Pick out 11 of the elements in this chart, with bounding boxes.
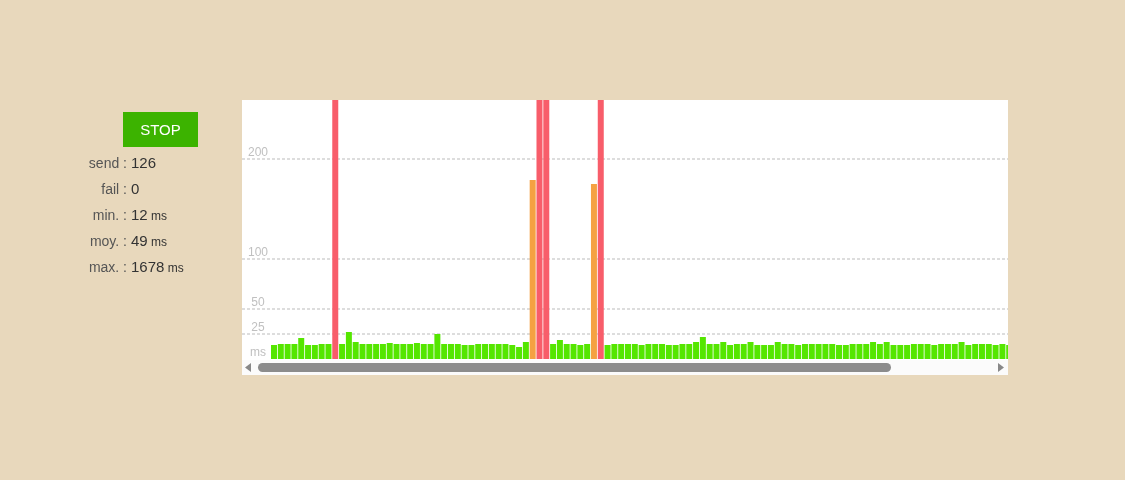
text: send : 126 (88, 154, 157, 171)
button: STOP (123, 112, 198, 147)
text: fail : 0 (101, 180, 140, 197)
text: moy. : 49 ms (89, 232, 168, 249)
y-tick-label: 100 (247, 245, 269, 259)
text: min. : 12 ms (92, 206, 168, 223)
y-tick-label: 200 (247, 145, 269, 159)
text: max. : 1678 ms (88, 258, 184, 275)
y-tick-label: 50 (251, 295, 265, 309)
y-tick-label: ms (250, 345, 266, 359)
y-tick-label: 25 (251, 320, 265, 334)
